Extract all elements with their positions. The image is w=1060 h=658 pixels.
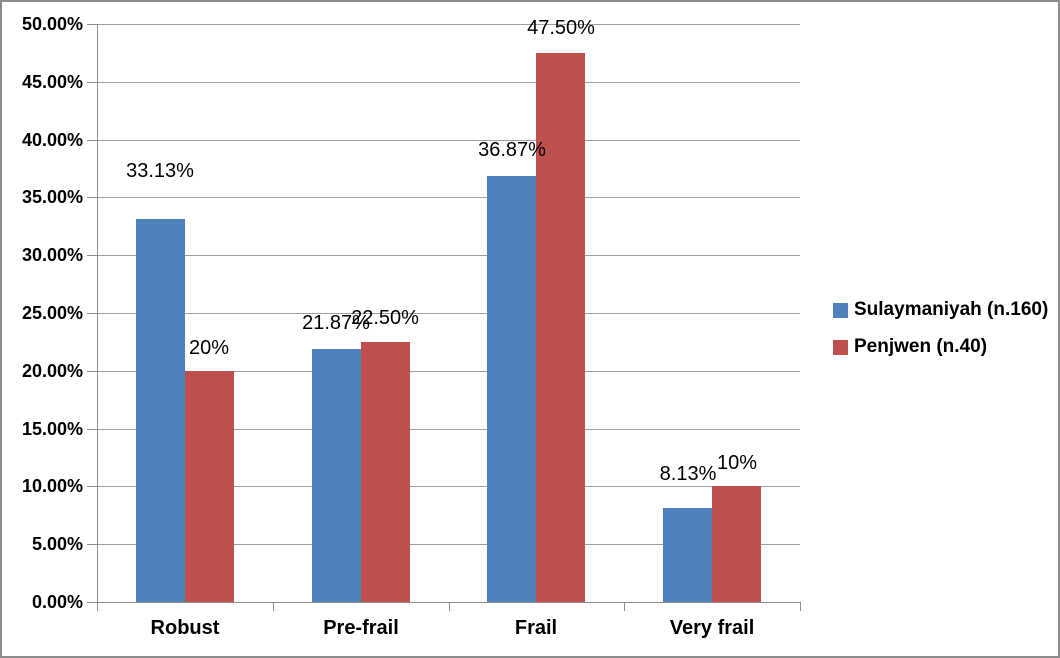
y-tick-label: 20.00% [21, 361, 83, 381]
y-axis-tick [87, 486, 97, 487]
legend-label: Penjwen (n.40) [854, 336, 988, 357]
y-axis-tick [87, 371, 97, 372]
bar-penjwen-frail [536, 53, 585, 602]
y-tick-label: 15.00% [21, 419, 83, 439]
x-axis-line [97, 602, 800, 603]
bar-penjwen-very-frail [712, 486, 761, 602]
y-axis-tick [87, 602, 97, 603]
category-label-very-frail: Very frail [669, 617, 755, 639]
y-gridline [97, 313, 800, 314]
data-label-penjwen-pre-frail: 22.50% [351, 307, 419, 329]
y-tick-label: 40.00% [21, 130, 83, 150]
category-label-robust: Robust [150, 617, 220, 639]
data-label-penjwen-very-frail: 10% [716, 452, 758, 474]
y-gridline [97, 486, 800, 487]
y-gridline [97, 429, 800, 430]
y-axis-tick [87, 429, 97, 430]
legend: Sulaymaniyah (n.160) Penjwen (n.40) [833, 297, 1048, 360]
bar-penjwen-pre-frail [361, 342, 410, 602]
bar-sulaymaniyah-frail [487, 176, 536, 602]
y-tick-label: 25.00% [21, 303, 83, 323]
bar-penjwen-robust [185, 371, 234, 602]
data-label-penjwen-frail: 47.50% [527, 17, 595, 39]
y-gridline [97, 255, 800, 256]
y-axis-tick [87, 197, 97, 198]
y-axis-tick [87, 313, 97, 314]
y-gridline [97, 82, 800, 83]
data-label-sulaymaniyah-frail: 36.87% [478, 139, 546, 161]
y-tick-label: 10.00% [21, 476, 83, 496]
y-axis-tick [87, 82, 97, 83]
y-tick-label: 30.00% [21, 245, 83, 265]
data-label-sulaymaniyah-very-frail: 8.13% [659, 463, 717, 485]
y-gridline [97, 140, 800, 141]
x-axis-tick [624, 602, 625, 611]
y-gridline [97, 371, 800, 372]
y-tick-label: 0.00% [31, 592, 83, 612]
legend-item-sulaymaniyah: Sulaymaniyah (n.160) [833, 297, 1048, 323]
data-label-penjwen-robust: 20% [188, 337, 230, 359]
y-tick-label: 50.00% [21, 14, 83, 34]
data-label-sulaymaniyah-pre-frail: 21.87% [302, 312, 370, 334]
data-label-sulaymaniyah-robust: 33.13% [126, 160, 194, 182]
y-axis-tick [87, 24, 97, 25]
y-gridline [97, 24, 800, 25]
x-axis-tick [449, 602, 450, 611]
y-tick-label: 5.00% [31, 534, 83, 554]
category-label-pre-frail: Pre-frail [323, 617, 399, 639]
legend-swatch-icon [833, 339, 848, 355]
legend-item-penjwen: Penjwen (n.40) [833, 334, 1048, 360]
y-tick-label: 45.00% [21, 72, 83, 92]
y-gridline [97, 197, 800, 198]
category-label-frail: Frail [514, 617, 558, 639]
y-axis-line [97, 24, 98, 602]
legend-swatch-icon [833, 302, 848, 318]
bar-sulaymaniyah-very-frail [663, 508, 712, 602]
bar-sulaymaniyah-pre-frail [312, 349, 361, 602]
legend-label: Sulaymaniyah (n.160) [854, 299, 1049, 320]
x-axis-tick [273, 602, 274, 611]
y-tick-label: 35.00% [21, 187, 83, 207]
y-axis-tick [87, 255, 97, 256]
bar-sulaymaniyah-robust [136, 219, 185, 602]
y-axis-tick [87, 140, 97, 141]
x-axis-tick [800, 602, 801, 611]
y-axis-tick [87, 544, 97, 545]
y-gridline [97, 544, 800, 545]
x-axis-tick [97, 602, 98, 611]
